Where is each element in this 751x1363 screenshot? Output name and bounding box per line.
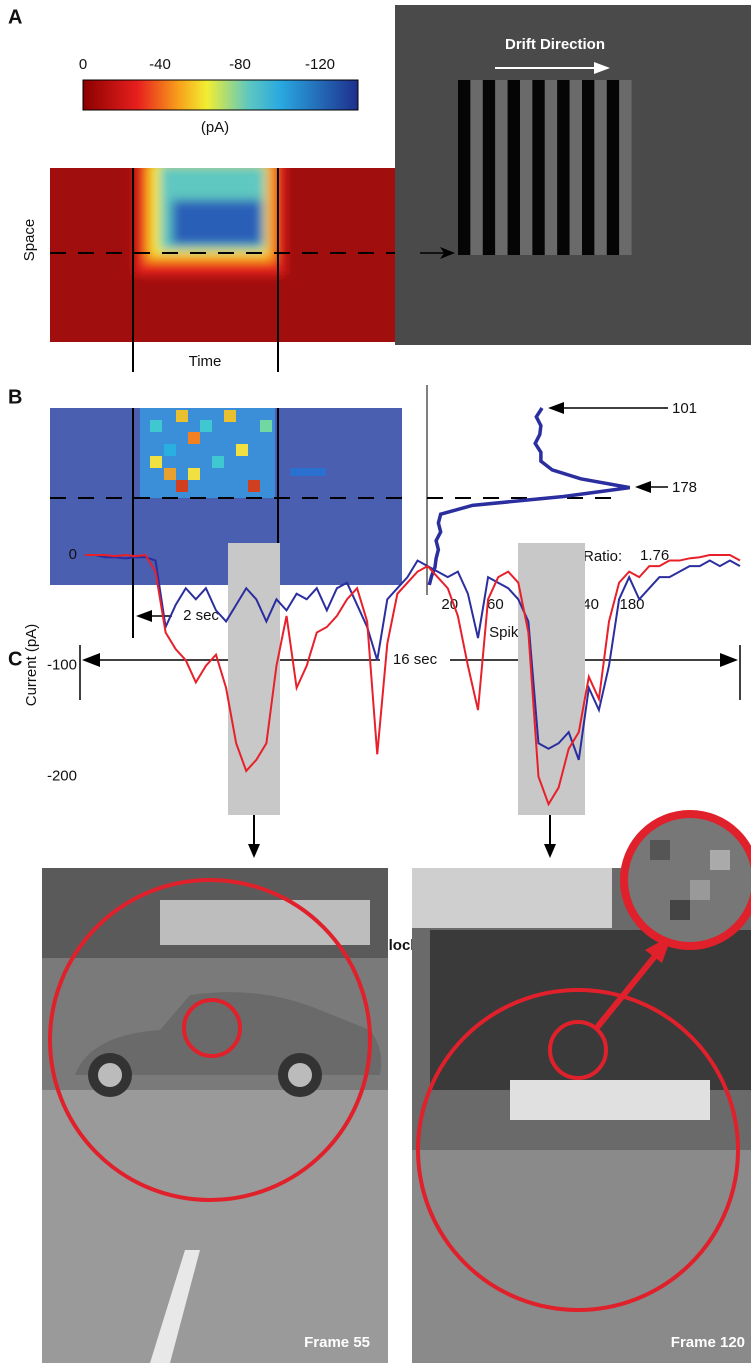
ratio-label: Ratio: [583, 548, 622, 565]
y-tick-label: -200 [47, 767, 77, 784]
axis-label: Time [189, 353, 222, 370]
x-tick-label: 20 [441, 596, 458, 613]
y-tick-label: -100 [47, 657, 77, 674]
heatmap [50, 168, 402, 342]
colorbar-tick: 0 [79, 56, 87, 73]
grating [458, 80, 632, 255]
stimulus-label: Drift Direction [505, 36, 605, 53]
panel-label: B [8, 386, 22, 408]
photo [412, 810, 751, 1363]
x-tick-label: 180 [619, 596, 644, 613]
heatmap [50, 408, 402, 585]
y-tick-label: 0 [69, 546, 77, 563]
frame-label: Frame 55 [304, 1334, 370, 1351]
colorbar [82, 79, 359, 111]
scale-label: 16 sec [393, 651, 438, 668]
highlight-band [518, 543, 585, 815]
x-tick-label: 60 [487, 596, 504, 613]
highlight-band [228, 543, 280, 815]
annotation: 178 [672, 479, 697, 496]
annotation: 101 [672, 400, 697, 417]
data-line [85, 554, 741, 761]
colorbar-unit: (pA) [201, 119, 229, 136]
axis-label: Space [21, 219, 38, 262]
colorbar-tick: -120 [305, 56, 335, 73]
colorbar-tick: -80 [229, 56, 251, 73]
colorbar-tick: -40 [149, 56, 171, 73]
photo [42, 868, 388, 1363]
data-line [85, 553, 741, 807]
panel-label: C [8, 648, 22, 670]
frame-label: Frame 120 [671, 1334, 745, 1351]
data-line [427, 407, 631, 586]
y-axis-label: Current (pA) [23, 624, 40, 707]
panel-label: A [8, 6, 22, 28]
ratio-value: 1.76 [640, 547, 669, 564]
scale-label: 2 sec [183, 607, 219, 624]
